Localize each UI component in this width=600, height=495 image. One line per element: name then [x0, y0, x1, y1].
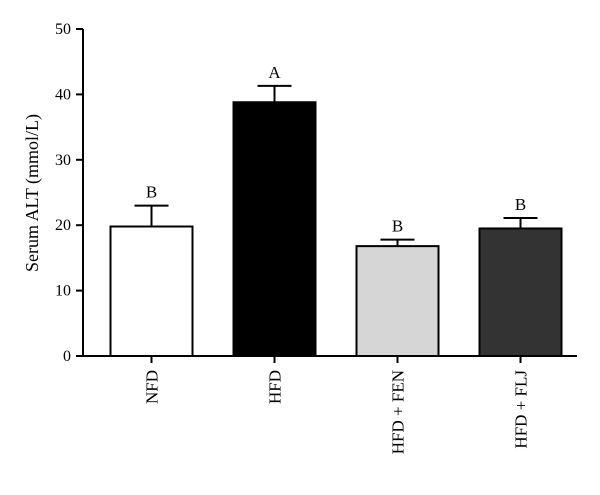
bar	[109, 225, 194, 357]
y-tick-label: 50	[55, 21, 71, 38]
y-axis: 0 10 20 30 40 50	[55, 21, 84, 365]
y-axis-title: Serum ALT (mmol/L)	[22, 114, 43, 272]
category-label: HFD	[266, 370, 285, 404]
bar	[478, 227, 563, 357]
y-tick-label: 20	[55, 217, 71, 234]
y-tick-label: 10	[55, 283, 71, 300]
error-bars	[134, 84, 538, 247]
bar	[232, 101, 317, 357]
category-label: NFD	[143, 370, 162, 404]
y-tick-label: 0	[63, 348, 71, 365]
significance-label: A	[268, 63, 281, 82]
significance-label: B	[392, 217, 403, 236]
significance-label: B	[515, 195, 526, 214]
category-label: HFD + FLJ	[512, 370, 531, 449]
y-tick-label: 30	[55, 152, 71, 169]
category-labels: NFD HFD HFD + FEN HFD + FLJ	[143, 370, 531, 455]
significance-labels: B A B B	[146, 63, 526, 236]
category-label: HFD + FEN	[389, 370, 408, 454]
significance-label: B	[146, 183, 157, 202]
bar	[355, 245, 440, 358]
x-axis	[83, 355, 577, 363]
y-tick-label: 40	[55, 86, 71, 103]
bars	[109, 101, 563, 358]
